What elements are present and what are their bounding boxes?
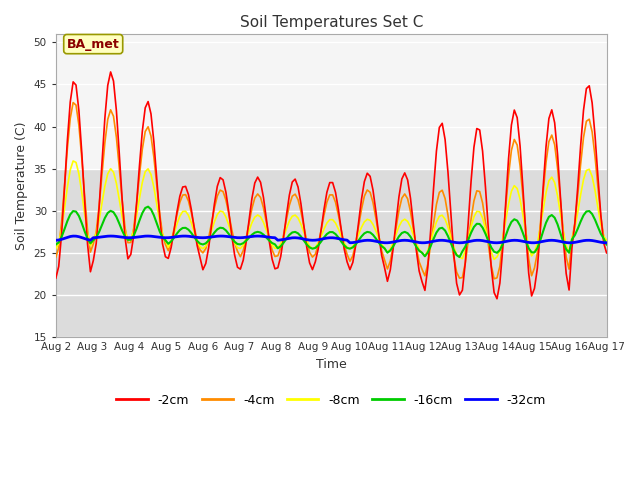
X-axis label: Time: Time xyxy=(316,358,347,371)
Bar xyxy=(56,168,607,337)
Y-axis label: Soil Temperature (C): Soil Temperature (C) xyxy=(15,121,28,250)
Title: Soil Temperatures Set C: Soil Temperatures Set C xyxy=(239,15,423,30)
Text: BA_met: BA_met xyxy=(67,37,120,50)
Legend: -2cm, -4cm, -8cm, -16cm, -32cm: -2cm, -4cm, -8cm, -16cm, -32cm xyxy=(111,389,551,412)
